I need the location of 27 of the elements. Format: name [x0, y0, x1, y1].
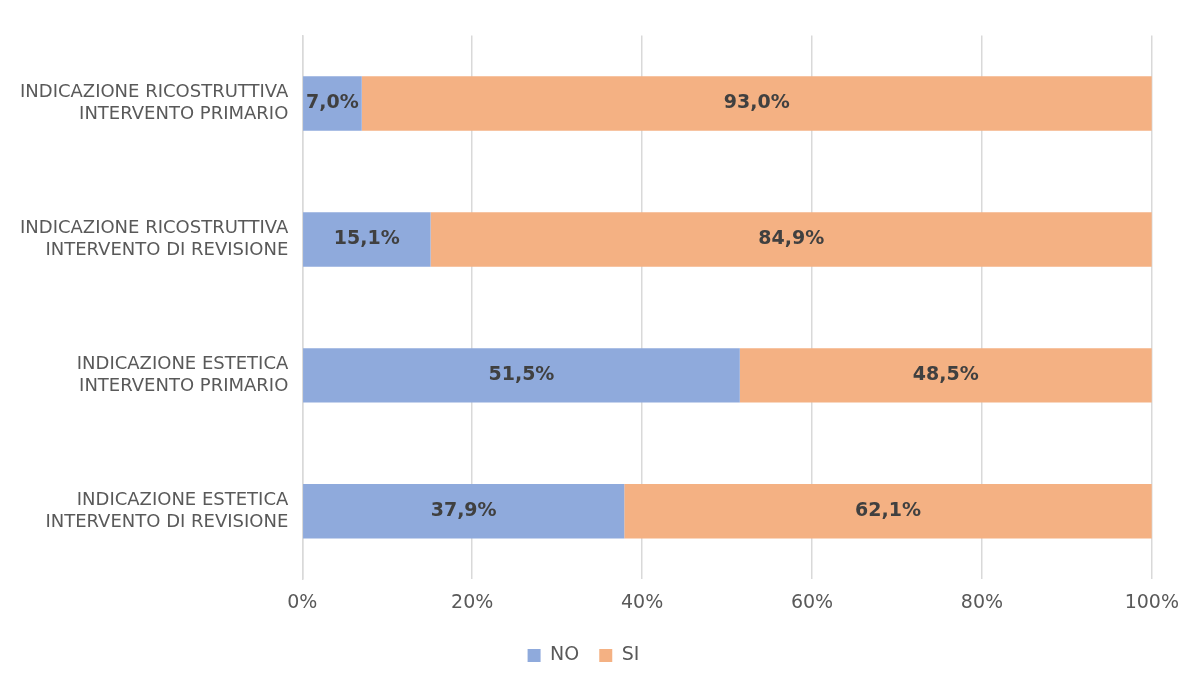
legend-label: NO	[550, 642, 580, 665]
legend-label: SI	[621, 642, 640, 665]
bar	[430, 212, 1152, 267]
x-tick-label: 20%	[451, 589, 494, 612]
data-label: 62,1%	[855, 498, 922, 521]
x-tick-label: 100%	[1124, 589, 1179, 612]
data-label: 7,0%	[306, 90, 359, 113]
bar	[624, 484, 1152, 539]
data-label: 37,9%	[430, 498, 497, 521]
x-tick-label: 0%	[287, 589, 318, 612]
bar	[303, 348, 740, 403]
data-label: 48,5%	[912, 362, 979, 385]
bar	[361, 76, 1152, 131]
data-label: 15,1%	[333, 226, 400, 249]
x-tick-label: 60%	[790, 589, 834, 612]
x-tick-label: 80%	[960, 589, 1004, 612]
data-label: 51,5%	[488, 362, 555, 385]
x-tick-label: 40%	[621, 589, 664, 612]
bar	[739, 348, 1152, 403]
bar	[303, 484, 625, 539]
data-label: 93,0%	[723, 90, 790, 113]
y-tick-label: INDICAZIONE RICOSTRUTTIVA INTERVENTO PRIMARIO	[19, 80, 289, 124]
bar	[303, 212, 431, 267]
data-label: 84,9%	[758, 226, 825, 249]
y-tick-label: INDICAZIONE ESTETICA INTERVENTO PRIMARIO	[76, 352, 289, 395]
y-tick-label: INDICAZIONE RICOSTRUTTIVA INTERVENTO DI REVISIONE	[19, 216, 289, 259]
y-tick-label: INDICAZIONE ESTETICA INTERVENTO DI REVISIONE	[45, 488, 289, 531]
